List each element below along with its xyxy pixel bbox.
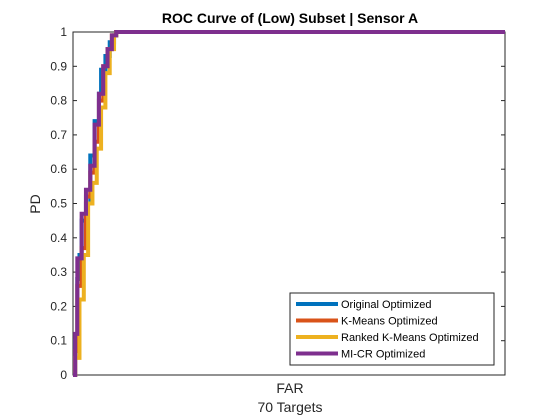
y-tick-label: 0.4 [50,231,67,245]
y-tick-label: 0.7 [50,128,67,142]
series-line-4 [73,30,505,377]
x-axis-sublabel: 70 Targets [257,399,322,415]
y-tick-label: 0.3 [50,265,67,279]
legend-label-4: MI-CR Optimized [341,349,425,361]
legend-label-3: Ranked K-Means Optimized [341,332,479,344]
y-tick-label: 0.5 [50,197,67,211]
y-tick-label: 0.6 [50,162,67,176]
series-lines [73,30,505,377]
y-tick-label: 0 [60,368,67,382]
y-tick-label: 0.9 [50,59,67,73]
legend-label-1: Original Optimized [341,299,431,311]
y-tick-label: 0.2 [50,299,67,313]
y-axis-label: PD [27,194,43,213]
chart-title: ROC Curve of (Low) Subset | Sensor A [162,10,418,26]
y-tick-label: 0.8 [50,94,67,108]
legend: Original Optimized K-Means Optimized Ranke… [289,292,495,366]
y-axis: 0 0.1 0.2 0.3 0.4 0.5 0.6 0.7 0.8 0.9 1 [50,25,505,382]
y-tick-label: 1 [60,25,67,39]
legend-label-2: K-Means Optimized [341,316,438,328]
x-axis-label: FAR [276,380,303,396]
y-tick-label: 0.1 [50,334,67,348]
